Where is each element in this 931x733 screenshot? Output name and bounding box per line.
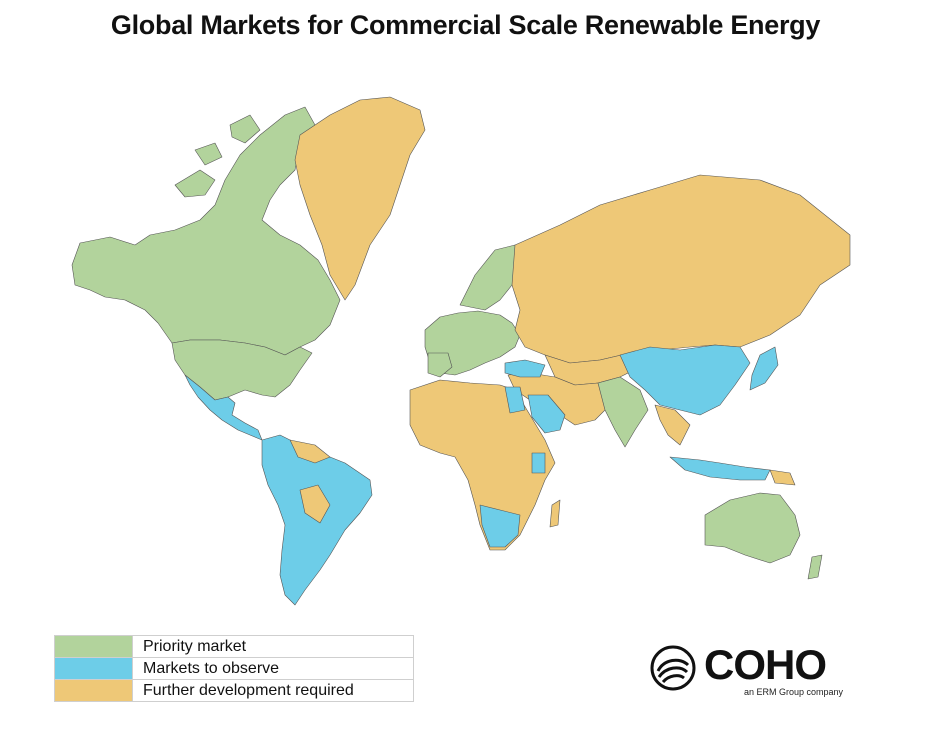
legend-swatch-priority — [54, 635, 133, 658]
legend-label: Priority market — [132, 635, 414, 658]
region-indonesia — [669, 456, 771, 481]
region-new-zealand — [807, 554, 823, 580]
region-australia — [704, 492, 801, 564]
map-title: Global Markets for Commercial Scale Rene… — [110, 10, 821, 40]
region-india — [597, 376, 649, 448]
region-arctic-islands — [174, 114, 261, 198]
region-southern-africa — [479, 504, 521, 548]
coho-tagline: an ERM Group company — [744, 687, 844, 697]
region-greenland — [294, 96, 426, 301]
coho-mark-icon — [650, 645, 696, 691]
region-scandinavia — [459, 244, 521, 311]
region-japan — [749, 346, 779, 391]
legend-row: Priority market — [54, 635, 414, 658]
legend-swatch-further — [54, 679, 133, 702]
region-egypt — [504, 386, 526, 414]
legend-swatch-observe — [54, 657, 133, 680]
region-mexico — [184, 374, 263, 441]
legend-label: Markets to observe — [132, 657, 414, 680]
region-canada — [71, 106, 341, 356]
region-africa — [409, 379, 556, 551]
map-legend: Priority market Markets to observe Furth… — [54, 635, 414, 702]
region-southeast-asia — [654, 404, 691, 446]
world-map — [71, 96, 851, 606]
legend-label: Further development required — [132, 679, 414, 702]
coho-logo: COHO an ERM Group company — [650, 643, 850, 703]
region-china — [619, 344, 751, 416]
legend-row: Further development required — [54, 679, 414, 702]
legend-row: Markets to observe — [54, 657, 414, 680]
region-turkey — [504, 359, 546, 378]
region-russia — [511, 174, 851, 364]
region-venezuela — [289, 439, 331, 464]
region-kenya — [531, 452, 546, 474]
region-saudi-arabia — [527, 394, 566, 434]
region-bolivia-paraguay — [299, 484, 331, 524]
region-iberia — [427, 352, 453, 378]
region-png — [769, 469, 796, 486]
coho-wordmark: COHO — [704, 641, 827, 688]
region-madagascar — [549, 499, 561, 528]
